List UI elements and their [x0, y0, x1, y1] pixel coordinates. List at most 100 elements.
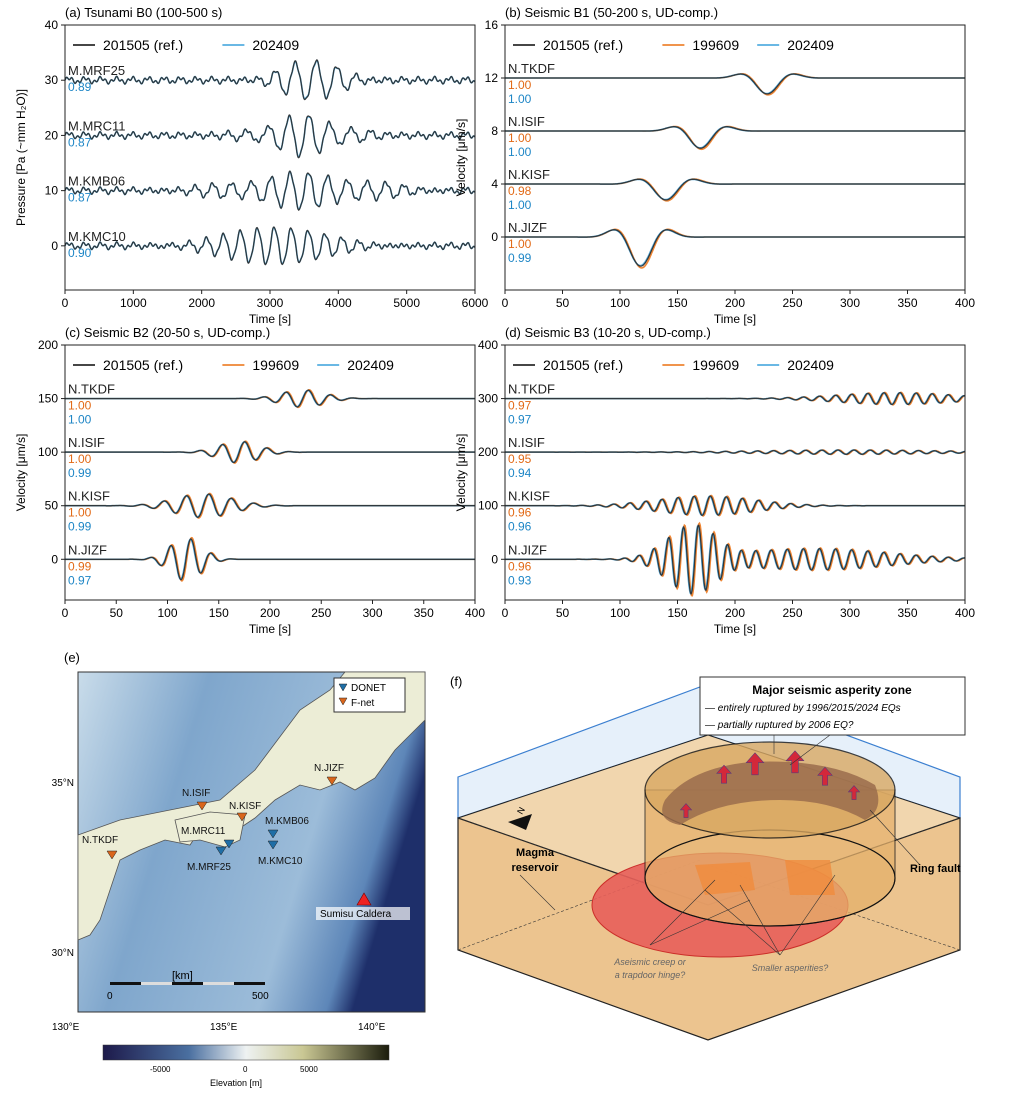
svg-text:0: 0 [243, 1065, 248, 1074]
x-tick-label: 400 [465, 606, 485, 620]
correlation-value: 0.93 [508, 573, 532, 587]
correlation-value: 1.00 [68, 506, 92, 520]
lat-tick: 30°N [52, 948, 74, 959]
svg-text:— entirely ruptured by 1996/20: — entirely ruptured by 1996/2015/2024 EQ… [704, 703, 901, 714]
legend-entry: 201505 (ref.) [103, 357, 183, 373]
waveform-ref [505, 524, 966, 596]
station-label: N.TKDF [508, 61, 555, 76]
trace-N.KISF: N.KISF 0.960.96 [505, 489, 965, 534]
slip-arrow-icon [679, 803, 693, 818]
x-tick-label: 150 [667, 296, 687, 310]
correlation-value: 1.00 [68, 399, 92, 413]
station-marker-icon [106, 850, 118, 860]
trace-M.KMC10: M.KMC10 0.90 [64, 226, 476, 266]
trace-N.TKDF: N.TKDF 1.001.00 [65, 382, 475, 427]
station-M.KMB06: M.KMB06 [265, 816, 309, 839]
y-tick-label: 30 [45, 73, 59, 87]
y-tick-label: 300 [478, 392, 498, 406]
slip-arrows [679, 750, 861, 818]
y-tick-label: 12 [485, 71, 499, 85]
y-axis-label: Velocity [μm/s] [14, 434, 28, 512]
svg-text:Smaller asperities?: Smaller asperities? [752, 963, 829, 973]
trace-N.KISF: N.KISF 1.000.99 [65, 489, 475, 534]
x-tick-label: 400 [955, 296, 975, 310]
chart-d: (d) Seismic B3 (10-20 s, UD-comp.) N.TKDF… [454, 325, 975, 636]
x-tick-label: 300 [840, 606, 860, 620]
y-tick-label: 16 [485, 18, 499, 32]
correlation-value: 0.99 [508, 251, 532, 265]
waveform-ref [65, 538, 475, 581]
legend-fnet: F-net [351, 698, 375, 709]
chart-title: (d) Seismic B3 (10-20 s, UD-comp.) [505, 325, 711, 340]
svg-text:500: 500 [252, 991, 269, 1002]
correlation-value: 0.89 [68, 80, 92, 94]
station-marker-icon [267, 829, 279, 839]
station-M.MRC11: M.MRC11 [181, 826, 235, 849]
x-tick-label: 0 [502, 606, 509, 620]
waveform-ref [65, 493, 475, 518]
legend-entry: 202409 [347, 357, 394, 373]
x-tick-label: 4000 [325, 296, 352, 310]
correlation-value: 0.87 [68, 191, 92, 205]
legend-donet: DONET [351, 683, 386, 694]
legend-entry: 201505 (ref.) [103, 37, 183, 53]
y-tick-label: 400 [478, 338, 498, 352]
station-name: N.JIZF [314, 763, 344, 774]
x-tick-label: 200 [725, 296, 745, 310]
chart-b: (b) Seismic B1 (50-200 s, UD-comp.) N.TKD… [454, 5, 975, 326]
y-tick-label: 10 [45, 184, 59, 198]
y-axis-label: Velocity [μm/s] [454, 119, 468, 197]
scale-bar: [km] 0 500 [107, 970, 269, 1002]
station-label: N.ISIF [508, 435, 545, 450]
correlation-value: 1.00 [508, 198, 532, 212]
legend: 201505 (ref.) 202409 [73, 37, 299, 53]
correlation-value: 0.96 [508, 506, 532, 520]
chart-a: (a) Tsunami B0 (100-500 s)M.MRF250.89M.M… [14, 5, 489, 326]
trace-M.MRF25: M.MRF25 0.89 [64, 58, 476, 101]
waveform-c202409 [505, 229, 965, 267]
waveform-ref [65, 389, 475, 408]
sumisu-caldera-marker [356, 892, 372, 906]
waveform-ref [505, 73, 965, 95]
station-label: N.JIZF [508, 220, 547, 235]
y-tick-label: 20 [45, 128, 59, 142]
correlation-value: 1.00 [508, 78, 532, 92]
x-tick-label: 50 [110, 606, 124, 620]
correlation-value: 1.00 [68, 413, 92, 427]
elevation-colorbar [102, 1044, 390, 1061]
station-markers: N.TKDF N.ISIF N.KISF N.JIZF M.MRC11 M.MRF25 M.… [82, 763, 344, 873]
legend: 201505 (ref.) 199609 202409 [513, 357, 834, 373]
trace-N.KISF: N.KISF 0.981.00 [505, 167, 965, 212]
x-tick-label: 100 [610, 606, 630, 620]
legend-entry: 202409 [787, 37, 834, 53]
x-tick-label: 400 [955, 606, 975, 620]
station-label: N.ISIF [68, 435, 105, 450]
x-tick-label: 5000 [393, 296, 420, 310]
panel-label-e: (e) [64, 650, 80, 665]
waveform-c202409 [505, 126, 965, 149]
correlation-value: 0.96 [508, 520, 532, 534]
legend-entry: 201505 (ref.) [543, 357, 623, 373]
waveform-c199609 [505, 178, 965, 202]
x-tick-label: 300 [362, 606, 382, 620]
station-name: M.KMC10 [258, 856, 303, 867]
legend-entry: 199609 [692, 37, 739, 53]
x-tick-label: 0 [62, 296, 69, 310]
svg-text:Major seismic asperity zone: Major seismic asperity zone [752, 683, 912, 697]
x-tick-label: 3000 [257, 296, 284, 310]
station-name: N.ISIF [182, 788, 210, 799]
trace-N.ISIF: N.ISIF 1.001.00 [505, 114, 965, 159]
station-marker-icon [236, 812, 248, 822]
y-tick-label: 100 [478, 499, 498, 513]
waveform-ref [64, 226, 476, 266]
svg-text:a trapdoor hinge?: a trapdoor hinge? [615, 970, 686, 980]
y-tick-label: 0 [51, 552, 58, 566]
svg-text:Aseismic creep or: Aseismic creep or [613, 957, 687, 967]
slip-arrow-icon [847, 785, 861, 800]
station-label: M.KMC10 [68, 229, 126, 244]
x-axis-label: Time [s] [249, 312, 291, 326]
svg-text:Ring fault: Ring fault [910, 863, 961, 875]
waveform-ref [505, 392, 966, 406]
correlation-value: 0.97 [508, 399, 532, 413]
